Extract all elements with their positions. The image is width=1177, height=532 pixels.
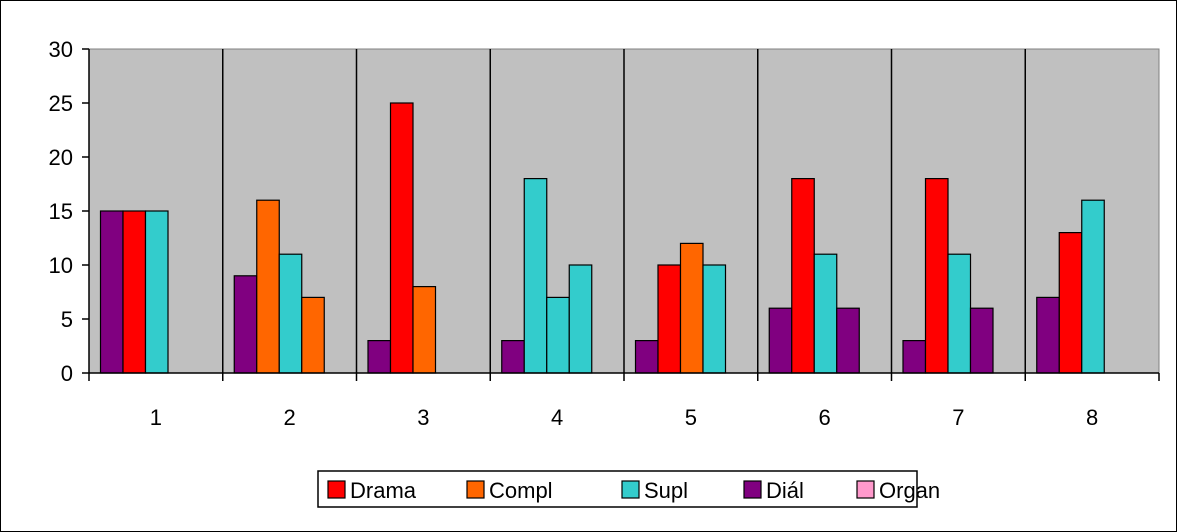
bar-4-1 [501,340,525,374]
bar-8-1 [1036,296,1060,374]
bar-5-3 [679,242,704,374]
legend-swatch-4 [743,480,762,499]
bar-8-3 [1081,199,1105,374]
legend-label-1: Drama [350,478,417,503]
bar-5-2 [657,264,682,374]
bar-2-1 [233,275,258,374]
x-tick-label: 6 [819,405,831,430]
x-tick-label: 2 [284,405,296,430]
y-tick-label: 30 [49,37,73,62]
x-tick-label: 4 [551,405,563,430]
y-tick-label: 10 [49,253,73,278]
bar-5-1 [634,340,659,374]
category-separators [222,49,1026,373]
legend-label-5: Organ [879,478,940,503]
y-tick-label: 0 [61,361,73,386]
y-tick-label: 15 [49,199,73,224]
legend-swatch-3 [621,480,640,499]
bars [99,102,1105,374]
legend-swatch-5 [856,480,875,499]
bar-4-3 [546,296,570,374]
bar-3-1 [367,340,392,374]
bar-4-2 [523,178,548,374]
y-tick-label: 25 [49,91,73,116]
legend-label-3: Supl [644,478,688,503]
y-tick-label: 20 [49,145,73,170]
x-tick-label: 7 [952,405,964,430]
bar-6-4 [836,307,860,374]
bar-7-2 [924,178,949,374]
x-tick-label: 1 [150,405,162,430]
y-axis: 0 5 10 15 20 25 30 [49,37,90,386]
bar-6-1 [768,307,793,374]
legend: Drama Compl Supl Diál Organ [317,470,940,508]
legend-label-2: Compl [489,478,553,503]
legend-swatch-1 [327,480,346,499]
bar-5-4 [702,264,727,374]
bar-2-4 [301,296,325,374]
bar-1-2 [122,210,147,374]
legend-box [317,470,918,508]
legend-label-4: Diál [766,478,804,503]
x-axis: 1 2 3 4 5 6 7 8 [88,372,1160,430]
x-tick-label: 5 [685,405,697,430]
x-tick-label: 8 [1086,405,1098,430]
bar-7-3 [947,253,972,374]
bar-3-2 [389,102,414,374]
bar-1-3 [144,210,169,374]
bar-3-3 [412,286,437,374]
bar-7-1 [902,340,927,374]
bar-1-1 [99,210,124,374]
x-tick-label: 3 [417,405,429,430]
bar-8-2 [1058,232,1083,374]
bar-6-2 [791,178,815,374]
legend-swatch-2 [466,480,485,499]
y-tick-label: 5 [61,307,73,332]
bar-6-3 [813,253,838,374]
bar-4-4 [568,264,593,374]
bar-2-3 [278,253,303,374]
bar-7-4 [969,307,994,374]
bar-2-2 [256,199,280,374]
